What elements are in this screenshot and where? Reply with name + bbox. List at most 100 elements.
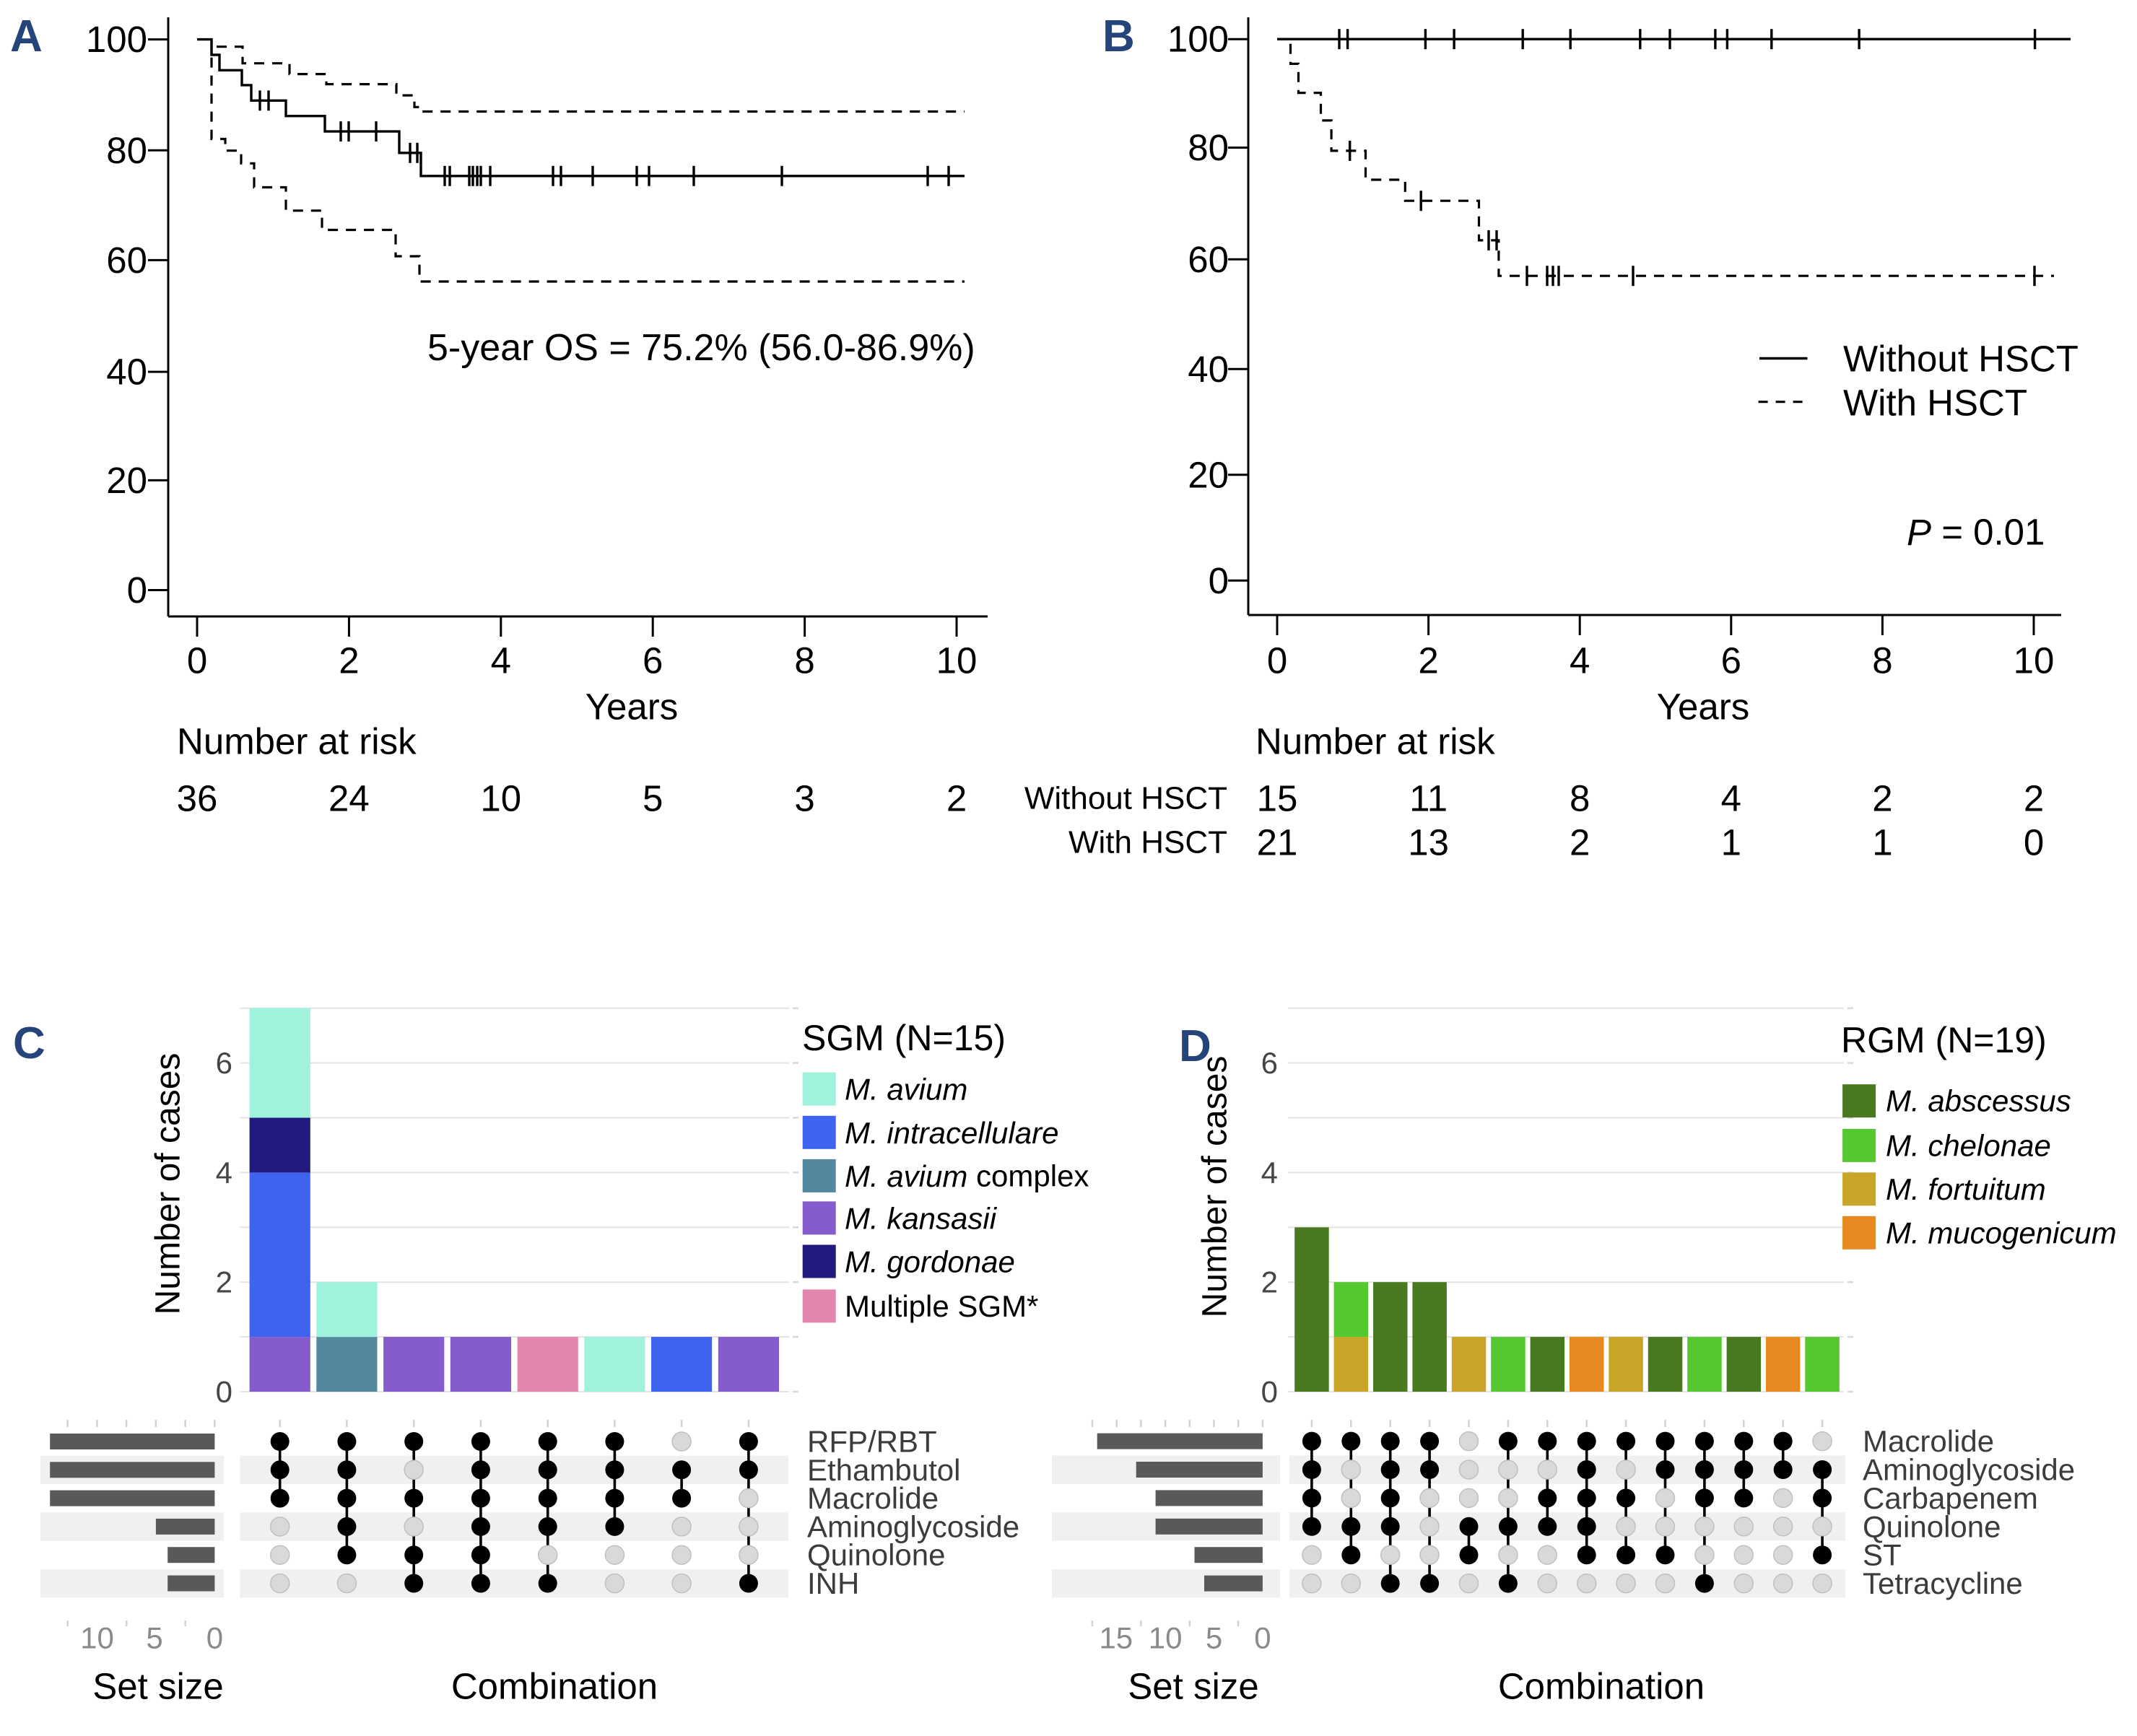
svg-text:6: 6: [1721, 640, 1741, 681]
svg-text:ST: ST: [1863, 1538, 1902, 1572]
svg-text:5-year OS = 75.2% (56.0-86.9%): 5-year OS = 75.2% (56.0-86.9%): [427, 327, 975, 369]
svg-text:2: 2: [946, 778, 967, 819]
svg-text:11: 11: [1409, 778, 1448, 819]
svg-text:21: 21: [1257, 822, 1298, 863]
svg-text:4: 4: [1261, 1156, 1278, 1190]
svg-text:2: 2: [216, 1265, 232, 1299]
svg-text:M. kansasii: M. kansasii: [845, 1201, 998, 1235]
svg-text:100: 100: [1167, 19, 1229, 60]
svg-text:4: 4: [491, 640, 511, 681]
svg-text:C: C: [13, 1019, 45, 1068]
svg-text:2: 2: [339, 640, 359, 681]
svg-text:With HSCT: With HSCT: [1068, 825, 1227, 860]
svg-text:24: 24: [328, 778, 370, 819]
svg-text:Macrolide: Macrolide: [807, 1481, 939, 1515]
svg-text:Quinolone: Quinolone: [1863, 1509, 2001, 1543]
svg-text:RFP/RBT: RFP/RBT: [807, 1425, 937, 1459]
svg-text:Combination: Combination: [451, 1666, 658, 1707]
svg-text:6: 6: [1261, 1046, 1278, 1080]
svg-text:Multiple SGM*: Multiple SGM*: [845, 1289, 1038, 1323]
svg-text:40: 40: [1188, 349, 1229, 390]
svg-text:Set size: Set size: [92, 1666, 223, 1707]
svg-text:0: 0: [206, 1621, 223, 1655]
svg-text:Without HSCT: Without HSCT: [1843, 339, 2079, 380]
svg-text:80: 80: [106, 130, 147, 171]
svg-text:Years: Years: [1657, 686, 1750, 728]
svg-text:80: 80: [1188, 127, 1229, 168]
svg-text:M. mucogenicum: M. mucogenicum: [1886, 1216, 2117, 1249]
svg-text:M. avium: M. avium: [845, 1072, 967, 1106]
svg-text:M. gordonae: M. gordonae: [845, 1244, 1015, 1278]
svg-text:3: 3: [794, 778, 814, 819]
svg-text:Number at risk: Number at risk: [1255, 721, 1495, 762]
svg-text:100: 100: [86, 19, 147, 60]
svg-text:M. chelonae: M. chelonae: [1886, 1128, 2051, 1162]
svg-text:0: 0: [1209, 560, 1229, 601]
svg-text:0: 0: [1261, 1375, 1278, 1409]
svg-text:M. abscessus: M. abscessus: [1886, 1084, 2071, 1118]
svg-text:2: 2: [2024, 778, 2044, 819]
svg-text:With HSCT: With HSCT: [1843, 383, 2027, 424]
svg-text:60: 60: [1188, 239, 1229, 280]
svg-text:2: 2: [1570, 822, 1590, 863]
svg-text:15: 15: [1099, 1621, 1133, 1655]
svg-text:10: 10: [936, 640, 978, 681]
svg-text:Number of cases: Number of cases: [1196, 1056, 1235, 1318]
svg-text:0: 0: [127, 570, 147, 611]
svg-text:8: 8: [794, 640, 814, 681]
svg-text:4: 4: [1721, 778, 1741, 819]
svg-text:M. fortuitum: M. fortuitum: [1886, 1172, 2046, 1206]
svg-text:Set size: Set size: [1128, 1666, 1258, 1707]
svg-text:6: 6: [643, 640, 663, 681]
svg-text:2: 2: [1418, 640, 1438, 681]
svg-text:A: A: [10, 12, 43, 61]
svg-text:0: 0: [1267, 640, 1287, 681]
svg-text:2: 2: [1261, 1265, 1278, 1299]
svg-text:10: 10: [2014, 640, 2055, 681]
svg-text:10: 10: [80, 1621, 114, 1655]
svg-text:Combination: Combination: [1498, 1666, 1705, 1707]
svg-text:5: 5: [1206, 1621, 1222, 1655]
svg-text:6: 6: [216, 1046, 232, 1080]
svg-text:INH: INH: [807, 1566, 859, 1600]
svg-text:P = 0.01: P = 0.01: [1907, 512, 2045, 553]
svg-text:0: 0: [216, 1375, 232, 1409]
svg-text:40: 40: [106, 352, 147, 393]
svg-text:13: 13: [1408, 822, 1449, 863]
svg-text:Ethambutol: Ethambutol: [807, 1453, 960, 1487]
svg-text:4: 4: [216, 1156, 232, 1190]
svg-text:60: 60: [106, 240, 147, 281]
svg-text:M. intracellulare: M. intracellulare: [845, 1115, 1058, 1149]
svg-text:0: 0: [1254, 1621, 1271, 1655]
svg-text:RGM (N=19): RGM (N=19): [1841, 1020, 2047, 1060]
svg-text:5: 5: [146, 1621, 162, 1655]
svg-text:2: 2: [1872, 778, 1892, 819]
svg-text:5: 5: [643, 778, 663, 819]
svg-text:D: D: [1179, 1021, 1211, 1071]
svg-text:B: B: [1102, 12, 1135, 61]
svg-text:Number at risk: Number at risk: [177, 721, 417, 762]
svg-text:36: 36: [177, 778, 218, 819]
svg-text:1: 1: [1721, 822, 1741, 863]
svg-text:Quinolone: Quinolone: [807, 1538, 945, 1572]
svg-text:M. avium complex: M. avium complex: [845, 1159, 1089, 1192]
svg-text:Tetracycline: Tetracycline: [1863, 1566, 2023, 1600]
svg-text:Aminoglycoside: Aminoglycoside: [807, 1509, 1019, 1543]
svg-text:8: 8: [1872, 640, 1892, 681]
svg-text:10: 10: [1149, 1621, 1183, 1655]
svg-text:15: 15: [1257, 778, 1298, 819]
svg-text:10: 10: [480, 778, 521, 819]
svg-text:0: 0: [187, 640, 207, 681]
svg-text:20: 20: [1188, 454, 1229, 495]
svg-text:0: 0: [2024, 822, 2044, 863]
svg-text:Without HSCT: Without HSCT: [1024, 781, 1227, 816]
svg-text:SGM (N=15): SGM (N=15): [802, 1018, 1006, 1058]
svg-text:Aminoglycoside: Aminoglycoside: [1863, 1453, 2075, 1487]
svg-text:Number of cases: Number of cases: [149, 1053, 188, 1315]
svg-text:4: 4: [1570, 640, 1590, 681]
svg-text:Macrolide: Macrolide: [1863, 1424, 1994, 1458]
svg-text:Years: Years: [586, 686, 679, 728]
svg-text:1: 1: [1872, 822, 1892, 863]
svg-text:8: 8: [1570, 778, 1590, 819]
svg-text:20: 20: [106, 460, 147, 501]
